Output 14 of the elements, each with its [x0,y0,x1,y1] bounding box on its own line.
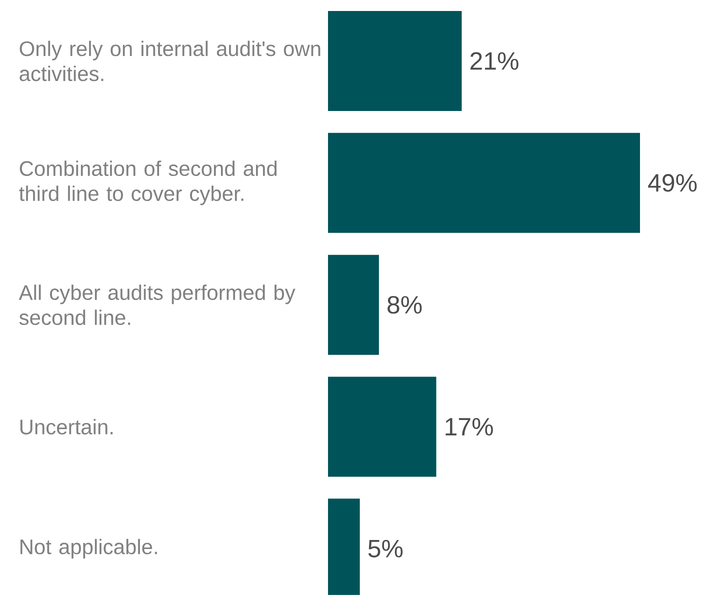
y-tick-label: Combination of second and third line to cover cyber. [19,160,277,206]
y-tick-label: Uncertain. [20,419,113,434]
y-tick-label: Not applicable. [20,538,157,558]
bar [328,10,462,111]
data-label: 8% [388,296,422,314]
data-label: 21% [470,52,518,70]
bar [328,376,436,477]
y-tick-label: Only rely on internal audit's own activities. [20,40,320,82]
bar [328,132,640,233]
data-label: 5% [368,540,403,558]
data-label: 17% [446,418,493,436]
bar [328,254,379,355]
data-label: 49% [648,174,697,192]
y-tick-label: All cyber audits performed by second line. [18,284,296,326]
